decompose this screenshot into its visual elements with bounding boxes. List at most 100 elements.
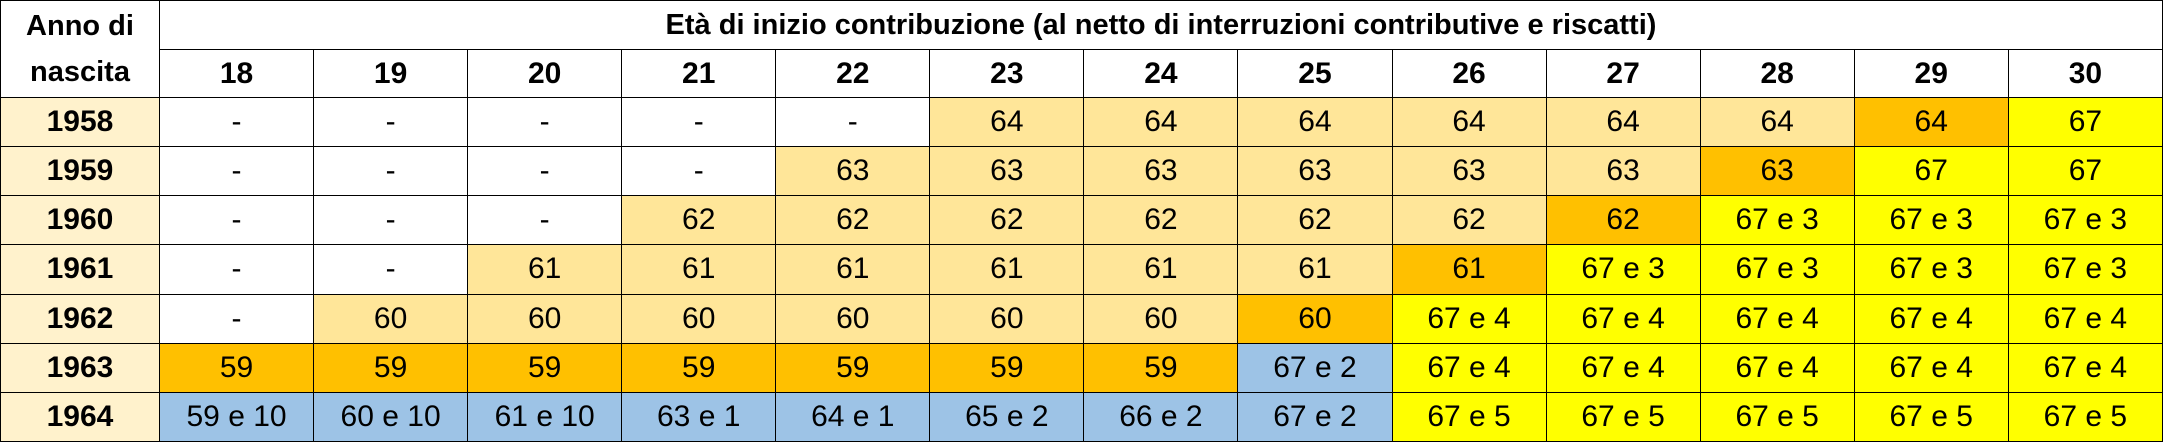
table-cell: 67 e 5 [1545,391,1701,442]
table-cell: 60 [1083,293,1239,344]
table-cell: - [313,146,469,197]
table-cell: 61 [1083,244,1239,295]
table-cell: 59 e 10 [158,391,315,442]
table-cell: - [158,96,315,148]
table-cell: 59 [1083,342,1239,393]
table-row: 1962-60 60 60 60 60 60 60 67 e 4 67 e 4 67 e 4 67 … [0,293,2163,344]
age-header-21: 21 [621,49,777,98]
table-cell: 60 [313,293,469,344]
age-header-27: 27 [1545,49,1701,98]
table-cell: 62 [621,195,777,246]
table-cell: 61 [1391,244,1547,295]
table-cell: - [158,195,315,246]
table-cell: 64 e 1 [775,391,931,442]
table-cell: - [158,146,315,197]
table-cell: 59 [467,342,623,393]
table-cell: 60 [775,293,931,344]
table-cell: 62 [1545,195,1701,246]
birth-year-cell: 1961 [0,244,160,295]
table-cell: 63 [1545,146,1701,197]
table-cell: 66 e 2 [1083,391,1239,442]
table-cell: 60 [467,293,623,344]
table-cell: 67 e 3 [1699,195,1855,246]
table-cell: 62 [775,195,931,246]
title-row: Anno di nascita Età di inizio contribuzi… [0,0,2163,98]
table-title: Età di inizio contribuzione (al netto di… [159,0,2163,50]
table-cell: 60 [1237,293,1393,344]
table-cell: 63 [929,146,1085,197]
table-cell: 65 e 2 [929,391,1085,442]
table-row: 1958- - - - -64 64 64 64 64 64 64 67 [0,96,2163,148]
birth-year-cell: 1963 [0,342,160,393]
table-cell: 67 e 3 [1853,244,2009,295]
table-cell: 62 [1083,195,1239,246]
table-cell: 63 [1237,146,1393,197]
age-header-25: 25 [1237,49,1393,98]
table-cell: 67 [2007,96,2163,148]
table-cell: 67 e 4 [1699,293,1855,344]
table-cell: 67 e 3 [1545,244,1701,295]
table-cell: 63 [1391,146,1547,197]
table-cell: 67 e 4 [1391,342,1547,393]
age-header-24: 24 [1083,49,1239,98]
table-cell: 67 e 4 [1545,342,1701,393]
age-header-23: 23 [929,49,1085,98]
table-cell: 63 [1699,146,1855,197]
table-row: 1964 59 e 10 60 e 10 61 e 10 63 e 1 64 e 1 65 … [0,391,2163,442]
age-header-18: 18 [158,49,315,98]
table-cell: 67 e 5 [2007,391,2163,442]
table-cell: - [467,96,623,148]
corner-label: Anno di nascita [0,0,160,98]
table-cell: 59 [313,342,469,393]
table-row: 1963 59 59 59 59 59 59 59 67 e 2 67 e 4 67 e 4 67 e… [0,342,2163,393]
table-cell: 67 e 3 [2007,195,2163,246]
table-row: 1960- - -62 62 62 62 62 62 62 67 e 3 67 e 3 67 e 3 [0,195,2163,246]
table-cell: 61 [929,244,1085,295]
table-cell: - [313,96,469,148]
table-cell: 64 [1237,96,1393,148]
birth-year-cell: 1959 [0,146,160,197]
table-body: 1958- - - - -64 64 64 64 64 64 64 67 1959- - - -63 63 63 6… [0,96,2163,442]
table-cell: - [158,244,315,295]
birth-year-cell: 1964 [0,391,160,442]
table-cell: 67 e 5 [1699,391,1855,442]
table-cell: 67 e 4 [1853,293,2009,344]
age-header-29: 29 [1853,49,2009,98]
table-row: 1961- -61 61 61 61 61 61 61 67 e 3 67 e 3 67 e 3 67… [0,244,2163,295]
table-cell: 64 [1083,96,1239,148]
table-cell: 67 e 2 [1237,342,1393,393]
table-cell: 59 [775,342,931,393]
table-cell: - [158,293,315,344]
table-cell: 61 [775,244,931,295]
age-header-28: 28 [1699,49,1855,98]
table-cell: 67 [1853,146,2009,197]
table-cell: 67 e 3 [1699,244,1855,295]
table-cell: - [775,96,931,148]
table-cell: 63 [775,146,931,197]
table-cell: 64 [1853,96,2009,148]
table-cell: - [313,244,469,295]
table-cell: - [467,146,623,197]
table-cell: 62 [1391,195,1547,246]
table-cell: 59 [929,342,1085,393]
table-cell: - [621,96,777,148]
table-cell: 61 [467,244,623,295]
table-cell: 67 e 4 [1545,293,1701,344]
table-cell: - [313,195,469,246]
table-cell: 64 [929,96,1085,148]
table-cell: 67 e 5 [1391,391,1547,442]
table-cell: 64 [1391,96,1547,148]
table-cell: 67 e 4 [1699,342,1855,393]
table-cell: 64 [1699,96,1855,148]
table-cell: 60 [621,293,777,344]
table-cell: 67 e 4 [2007,342,2163,393]
table-cell: 67 e 4 [1391,293,1547,344]
table-cell: 63 [1083,146,1239,197]
table-cell: 67 e 2 [1237,391,1393,442]
table-cell: 59 [158,342,315,393]
table-cell: 67 e 4 [1853,342,2009,393]
table-cell: - [467,195,623,246]
table-row: 1959- - - -63 63 63 63 63 63 63 67 67 [0,146,2163,197]
table-cell: 61 e 10 [467,391,623,442]
